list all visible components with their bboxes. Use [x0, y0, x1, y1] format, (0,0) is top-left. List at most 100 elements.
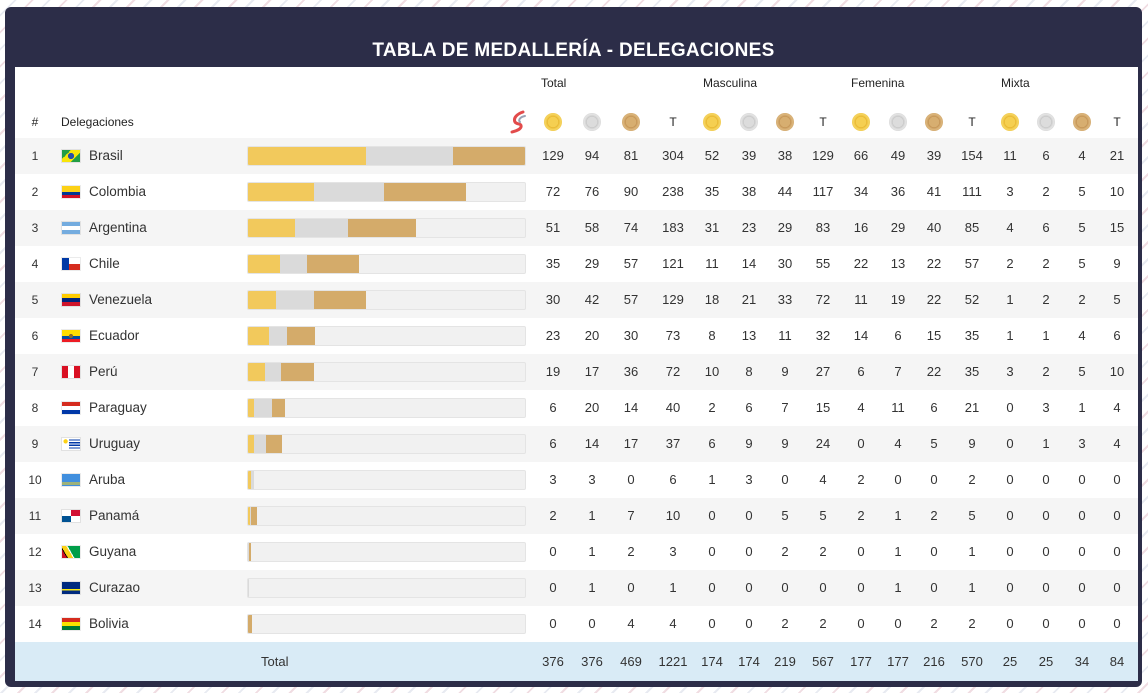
total-silver-cell: 94 — [584, 148, 600, 163]
fem-silver-cell: 0 — [894, 472, 902, 487]
rank-cell: 6 — [31, 329, 39, 343]
fem-gold-cell: 0 — [857, 436, 865, 451]
mixta-gold-cell: 2 — [1006, 256, 1014, 271]
total-column-header: T — [968, 115, 976, 129]
masc-gold-cell: 0 — [708, 508, 716, 523]
gold-bar-segment — [248, 363, 266, 381]
mixta-gold-cell: 1 — [1006, 328, 1014, 343]
bronze-bar-segment — [250, 507, 258, 525]
silver-medal-icon — [1037, 113, 1055, 131]
fem-bronze-cell: 2 — [930, 508, 938, 523]
masc-t-cell: 24 — [815, 436, 831, 451]
uruguay-flag-icon — [62, 438, 80, 450]
paraguay-flag-icon — [62, 402, 80, 414]
masc-silver-cell: 21 — [741, 292, 757, 307]
mixta-t-cell: 21 — [1109, 148, 1125, 163]
table-row[interactable]: 9 Uruguay 6 14 17 37 6 9 9 24 0 4 5 9 0 1 3 4 — [15, 426, 1138, 462]
fem-t-cell: 35 — [964, 364, 980, 379]
total-silver-cell: 1 — [588, 508, 596, 523]
total-bronze-cell: 7 — [627, 508, 635, 523]
delegation-name[interactable]: Colombia — [89, 184, 147, 199]
fem-t-cell: 35 — [964, 328, 980, 343]
total-gold-cell: 51 — [545, 220, 561, 235]
venezuela-flag-icon — [62, 294, 80, 306]
fem-bronze-total-cell: 216 — [923, 654, 945, 669]
masc-gold-cell: 10 — [704, 364, 720, 379]
sport-logo-icon — [510, 110, 526, 134]
delegation-name[interactable]: Argentina — [89, 220, 147, 235]
total-silver-cell: 0 — [588, 616, 596, 631]
total-t-total-cell: 1221 — [658, 654, 688, 669]
table-row[interactable]: 13 Curazao 0 1 0 1 0 0 0 0 0 1 0 1 0 0 0 0 — [15, 570, 1138, 606]
table-row[interactable]: 6 Ecuador 23 20 30 73 8 13 11 32 14 6 15 35 1 1 4 6 — [15, 318, 1138, 354]
total-bronze-cell: 0 — [627, 472, 635, 487]
masc-t-cell: 117 — [812, 184, 834, 199]
table-row[interactable]: 5 Venezuela 30 42 57 129 18 21 33 72 11 19 22 52 1 2 2 5 — [15, 282, 1138, 318]
table-row[interactable]: 4 Chile 35 29 57 121 11 14 30 55 22 13 22 57 2 2 5 9 — [15, 246, 1138, 282]
silver-bar-segment — [249, 507, 251, 525]
fem-silver-cell: 1 — [894, 580, 902, 595]
delegation-name[interactable]: Perú — [89, 364, 118, 379]
mixta-t-cell: 15 — [1109, 220, 1125, 235]
mixta-gold-cell: 1 — [1006, 292, 1014, 307]
delegation-name[interactable]: Brasil — [89, 148, 123, 163]
total-gold-total-cell: 376 — [542, 654, 564, 669]
table-row[interactable]: 1 Brasil 129 94 81 304 52 39 38 129 66 49 39 154 11 6 4 2… — [15, 138, 1138, 174]
group-header-femenina: Femenina — [851, 76, 905, 90]
table-row[interactable]: 7 Perú 19 17 36 72 10 8 9 27 6 7 22 35 3 2 5 10 — [15, 354, 1138, 390]
medal-bar — [247, 614, 526, 634]
total-bronze-cell: 2 — [627, 544, 635, 559]
masc-bronze-cell: 0 — [781, 580, 789, 595]
fem-bronze-cell: 0 — [930, 472, 938, 487]
table-row[interactable]: 11 Panamá 2 1 7 10 0 0 5 5 2 1 2 5 0 0 0 0 — [15, 498, 1138, 534]
gold-bar-segment — [248, 255, 281, 273]
mixta-t-cell: 0 — [1113, 544, 1121, 559]
masc-gold-cell: 2 — [708, 400, 716, 415]
total-bronze-cell: 0 — [627, 580, 635, 595]
masc-t-cell: 15 — [815, 400, 831, 415]
table-row[interactable]: 14 Bolivia 0 0 4 4 0 0 2 2 0 0 2 2 0 0 0 0 — [15, 606, 1138, 642]
table-row[interactable]: 2 Colombia 72 76 90 238 35 38 44 117 34 36 41 111 3 2 5 1… — [15, 174, 1138, 210]
medal-bar — [247, 398, 526, 418]
mixta-gold-cell: 0 — [1006, 580, 1014, 595]
table-row[interactable]: 10 Aruba 3 3 0 6 1 3 0 4 2 0 0 2 0 0 0 0 — [15, 462, 1138, 498]
mixta-bronze-cell: 0 — [1078, 508, 1086, 523]
mixta-gold-cell: 0 — [1006, 400, 1014, 415]
mixta-t-cell: 0 — [1113, 472, 1121, 487]
silver-bar-segment — [253, 399, 272, 417]
delegation-name[interactable]: Ecuador — [89, 328, 140, 343]
delegation-name[interactable]: Curazao — [89, 580, 141, 595]
rank-cell: 4 — [31, 257, 39, 271]
delegation-name[interactable]: Panamá — [89, 508, 140, 523]
mixta-silver-cell: 3 — [1042, 400, 1050, 415]
delegation-name[interactable]: Venezuela — [89, 292, 153, 307]
mixta-silver-cell: 0 — [1042, 580, 1050, 595]
delegation-name[interactable]: Bolivia — [89, 616, 129, 631]
delegation-name[interactable]: Guyana — [89, 544, 137, 559]
table-row[interactable]: 8 Paraguay 6 20 14 40 2 6 7 15 4 11 6 21 0 3 1 4 — [15, 390, 1138, 426]
fem-t-cell: 2 — [968, 472, 976, 487]
mixta-silver-cell: 2 — [1042, 256, 1050, 271]
fem-bronze-cell: 2 — [930, 616, 938, 631]
table-row[interactable]: 3 Argentina 51 58 74 183 31 23 29 83 16 29 40 85 4 6 5 15 — [15, 210, 1138, 246]
total-label: Total — [261, 654, 289, 669]
silver-bar-segment — [275, 291, 315, 309]
masc-t-cell: 32 — [815, 328, 831, 343]
mixta-bronze-cell: 1 — [1078, 400, 1086, 415]
delegation-name[interactable]: Chile — [89, 256, 120, 271]
delegation-name[interactable]: Uruguay — [89, 436, 141, 451]
delegation-name[interactable]: Aruba — [89, 472, 126, 487]
silver-bar-segment — [366, 147, 453, 165]
mixta-bronze-cell: 4 — [1078, 148, 1086, 163]
mixta-bronze-cell: 5 — [1078, 220, 1086, 235]
medal-bar — [247, 182, 526, 202]
delegation-name[interactable]: Paraguay — [89, 400, 147, 415]
rank-cell: 1 — [31, 149, 39, 163]
gold-bar-segment — [248, 291, 276, 309]
total-gold-cell: 129 — [542, 148, 564, 163]
total-t-cell: 183 — [662, 220, 684, 235]
gold-bar-segment — [248, 507, 250, 525]
table-row[interactable]: 12 Guyana 0 1 2 3 0 0 2 2 0 1 0 1 0 0 0 0 — [15, 534, 1138, 570]
masc-silver-cell: 0 — [745, 580, 753, 595]
fem-silver-cell: 36 — [890, 184, 906, 199]
